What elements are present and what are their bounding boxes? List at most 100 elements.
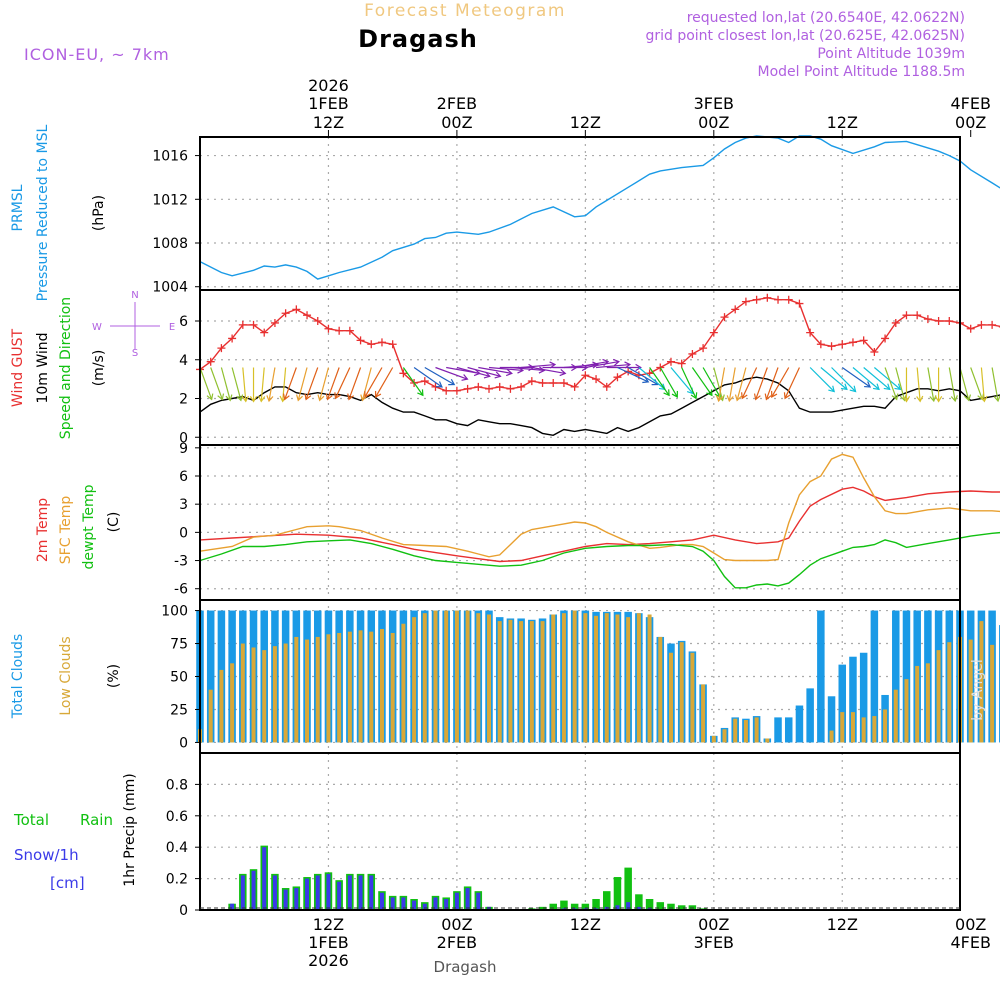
ytick-label: 0.4 (166, 840, 188, 856)
wind-arrow-head (364, 390, 371, 398)
time-label-bottom: 2FEB (437, 933, 477, 952)
gust-marker (420, 377, 429, 386)
bar-snow-1h (626, 902, 631, 910)
wind-arrow (659, 367, 678, 398)
bar-total-rain (603, 891, 611, 910)
time-label-top: 2FEB (437, 94, 477, 113)
bar-low-clouds (701, 684, 706, 743)
axis-layer: 10041008101210160246-6-30369025507510000… (152, 130, 972, 919)
bar-low-clouds (668, 652, 673, 743)
wind-arrow-head (849, 385, 857, 393)
time-label-top: 2026 (308, 76, 349, 95)
ytick-label: 0.8 (166, 777, 188, 793)
bar-snow-1h (240, 875, 245, 910)
gust-marker (592, 375, 601, 384)
gust-marker (495, 382, 504, 391)
total-clouds-label: Total Clouds (10, 634, 26, 719)
wind-arrow (916, 367, 921, 402)
wind-arrow-head (840, 383, 848, 391)
bar-low-clouds (626, 617, 631, 743)
gust-marker (827, 342, 836, 351)
bar-low-clouds (347, 631, 352, 743)
bar-low-clouds (658, 636, 663, 743)
bar-total-rain (677, 905, 686, 910)
bar-snow-1h (337, 881, 342, 910)
wind-arrow (435, 366, 468, 380)
bar-low-clouds (519, 621, 524, 743)
wind-arrow-head (592, 361, 599, 369)
time-label-bottom: 00Z (698, 915, 729, 934)
gust-marker (795, 299, 804, 308)
wind-arrow (873, 367, 901, 390)
bar-low-clouds (240, 643, 245, 743)
ytick-label: 75 (170, 637, 188, 653)
bar-low-clouds (679, 642, 684, 743)
ytick-label: 100 (161, 604, 188, 620)
gust-marker (784, 295, 793, 304)
line-10m-wind (199, 376, 1000, 437)
gust-marker (388, 340, 397, 349)
bar-low-clouds (872, 716, 877, 743)
wind-arrow-head (899, 394, 907, 402)
wind-arrow-head (872, 383, 880, 391)
bar-total-clouds (206, 610, 215, 743)
bar-low-clouds (893, 689, 898, 743)
bar-snow-1h (294, 888, 299, 910)
bar-total-clouds (892, 610, 900, 743)
low-clouds-label: Low Clouds (58, 636, 74, 715)
bar-low-clouds (904, 679, 909, 743)
time-label-top: 00Z (955, 113, 986, 132)
time-label-bottom: 1FEB (308, 933, 348, 952)
data-layer (196, 135, 1000, 910)
wind-arrow (736, 367, 747, 401)
time-label-bottom: 4FEB (950, 933, 990, 952)
gust-marker (848, 338, 857, 347)
bar-low-clouds (401, 623, 406, 743)
bar-low-clouds (915, 665, 920, 743)
gust-marker (774, 295, 783, 304)
bar-low-clouds (690, 652, 695, 743)
wind-arrow (334, 367, 351, 399)
time-label-bottom: 00Z (441, 915, 472, 934)
wind-arrow (242, 367, 247, 402)
bar-low-clouds (465, 610, 470, 743)
wind-arrow (691, 367, 713, 396)
wind-arrow (638, 367, 666, 390)
wind-arrow-head (864, 381, 872, 388)
bar-low-clouds (925, 663, 930, 743)
bar-low-clouds (390, 632, 395, 743)
faded-title: Forecast Meteogram (364, 1, 566, 21)
wind-arrow (841, 367, 871, 388)
bar-snow-1h (465, 888, 470, 910)
bar-total-rain (624, 867, 632, 910)
bar-snow-1h (272, 875, 277, 910)
time-label-bottom: 12Z (827, 915, 858, 934)
bar-low-clouds (733, 718, 738, 743)
wind-arrow (927, 367, 935, 402)
wind-arrow-head (505, 369, 513, 377)
wind-arrow (884, 367, 898, 400)
wind-arrow-head (217, 393, 225, 401)
bar-low-clouds (936, 650, 941, 743)
ytick-label: 3 (179, 497, 188, 513)
bar-low-clouds (711, 735, 716, 743)
wind-arrow (596, 363, 630, 369)
bar-low-clouds (444, 610, 449, 743)
wind-arrow-head (360, 394, 368, 402)
bar-snow-1h (358, 875, 363, 910)
ytick-label: 6 (179, 314, 188, 330)
gust-marker (270, 318, 279, 327)
bar-low-clouds (604, 613, 609, 743)
bar-snow-1h (390, 897, 395, 910)
wind-arrow-head (964, 394, 972, 402)
bar-snow-1h (347, 875, 352, 910)
wind-arrow (649, 367, 670, 396)
wind-arrow-head (461, 374, 469, 381)
temp-2m-label: 2m Temp (35, 498, 51, 562)
wind-arrow (895, 367, 906, 401)
bar-total-clouds (784, 717, 793, 743)
bar-total-rain (538, 906, 547, 910)
wind-arrow (488, 366, 523, 372)
wind-arrow (574, 361, 609, 369)
wind-arrow (478, 366, 512, 374)
